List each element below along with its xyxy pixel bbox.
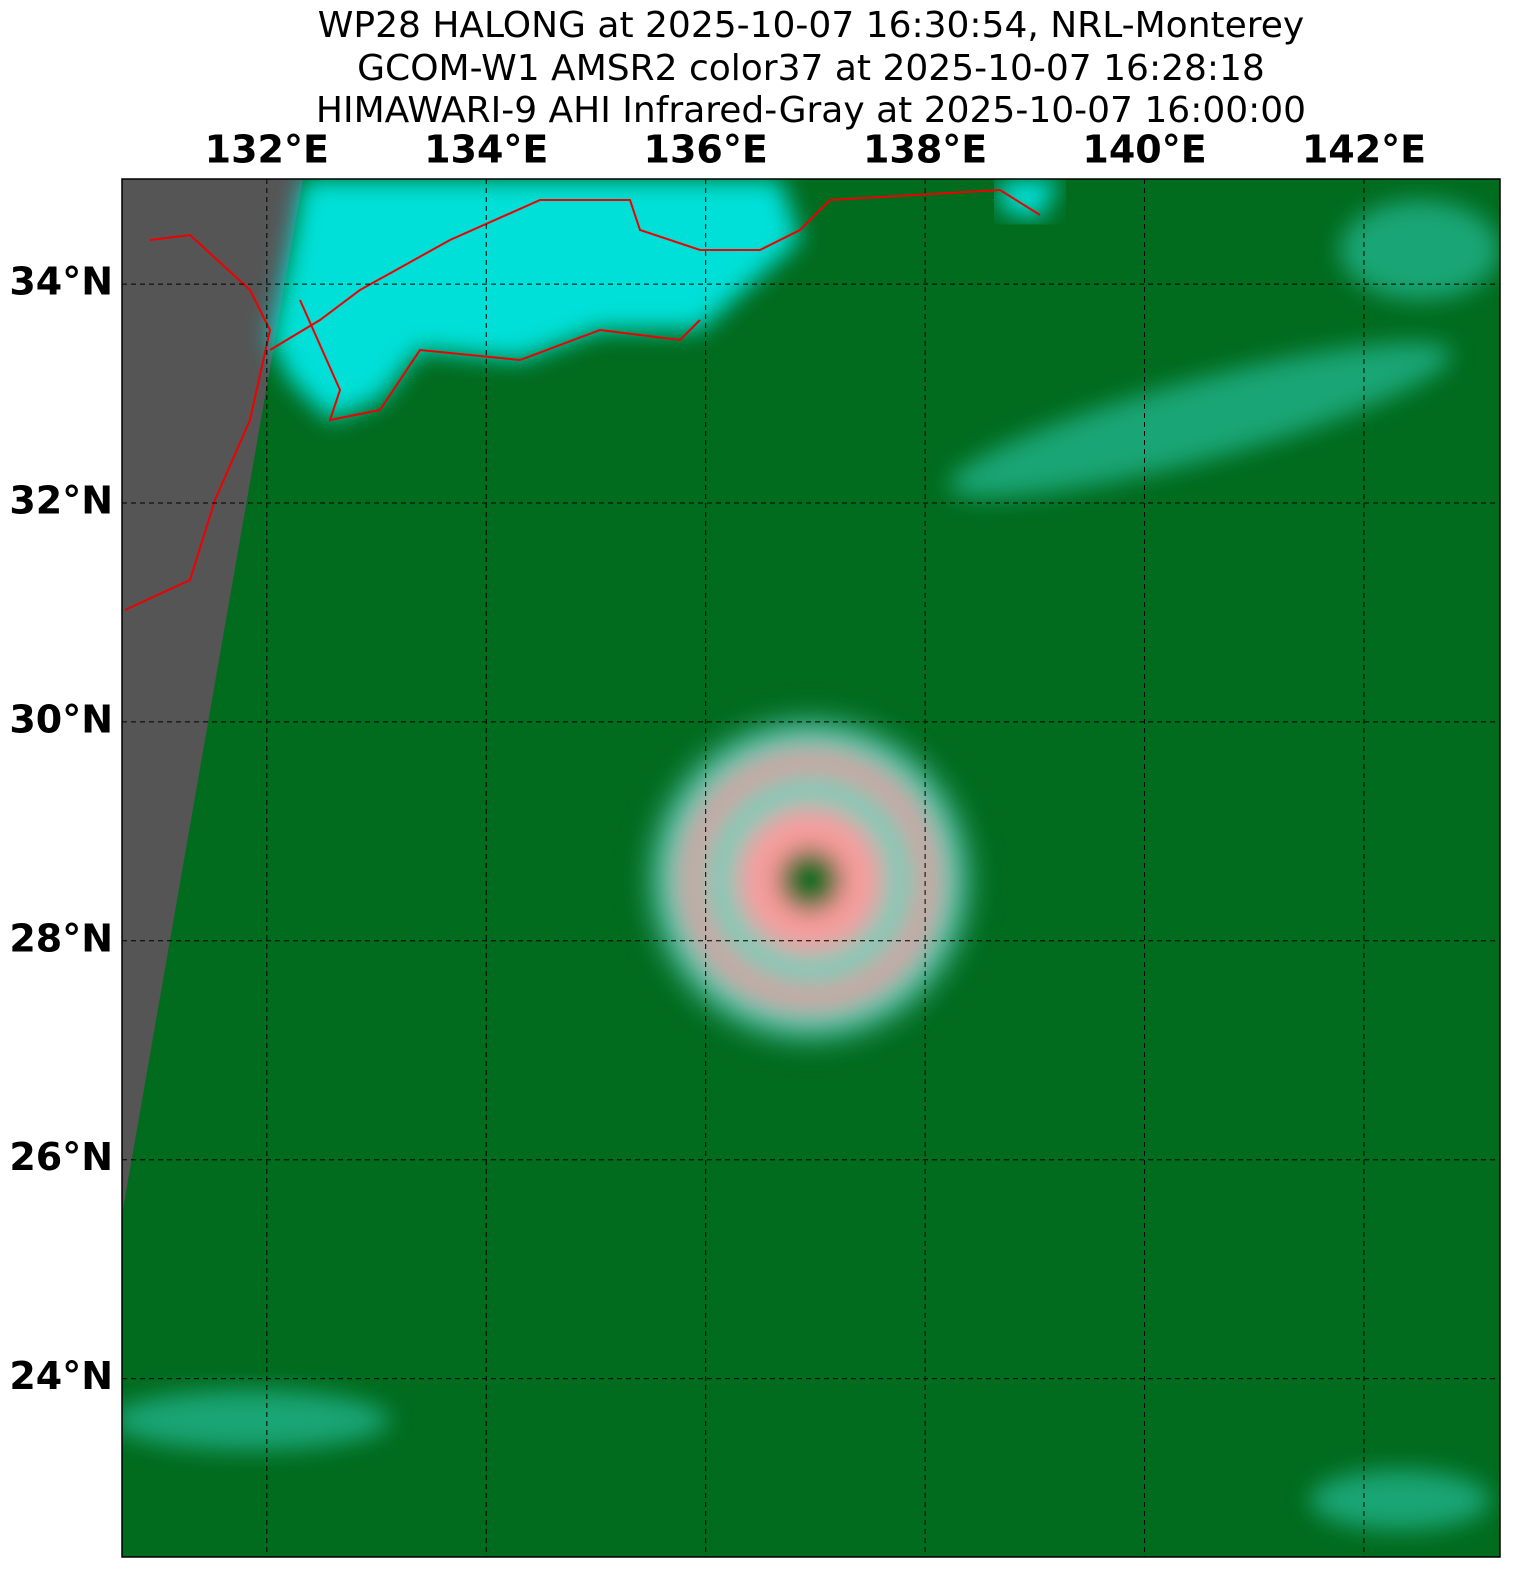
storm — [630, 700, 990, 1060]
x-tick-label: 142°E — [1302, 128, 1426, 172]
ir-strip — [122, 179, 303, 1215]
title-line: GCOM-W1 AMSR2 color37 at 2025-10-07 16:2… — [357, 48, 1265, 89]
y-tick-label: 30°N — [9, 697, 113, 741]
y-tick-label: 28°N — [9, 916, 113, 960]
y-tick-label: 26°N — [9, 1135, 113, 1179]
x-tick-label: 136°E — [644, 128, 768, 172]
imagery — [122, 179, 1500, 1557]
title-line: WP28 HALONG at 2025-10-07 16:30:54, NRL-… — [318, 5, 1304, 46]
x-tick-label: 138°E — [863, 128, 987, 172]
grid — [122, 179, 1500, 1557]
y-tick-label: 34°N — [9, 260, 113, 304]
x-tick-label: 132°E — [205, 128, 329, 172]
y-tick-label: 32°N — [9, 478, 113, 522]
coastline — [124, 233, 272, 611]
frame — [121, 178, 1501, 1558]
title-line: HIMAWARI-9 AHI Infrared-Gray at 2025-10-… — [316, 90, 1306, 131]
x-tick-label: 140°E — [1082, 128, 1206, 172]
x-tick-label: 134°E — [424, 128, 548, 172]
y-tick-label: 24°N — [9, 1354, 113, 1398]
